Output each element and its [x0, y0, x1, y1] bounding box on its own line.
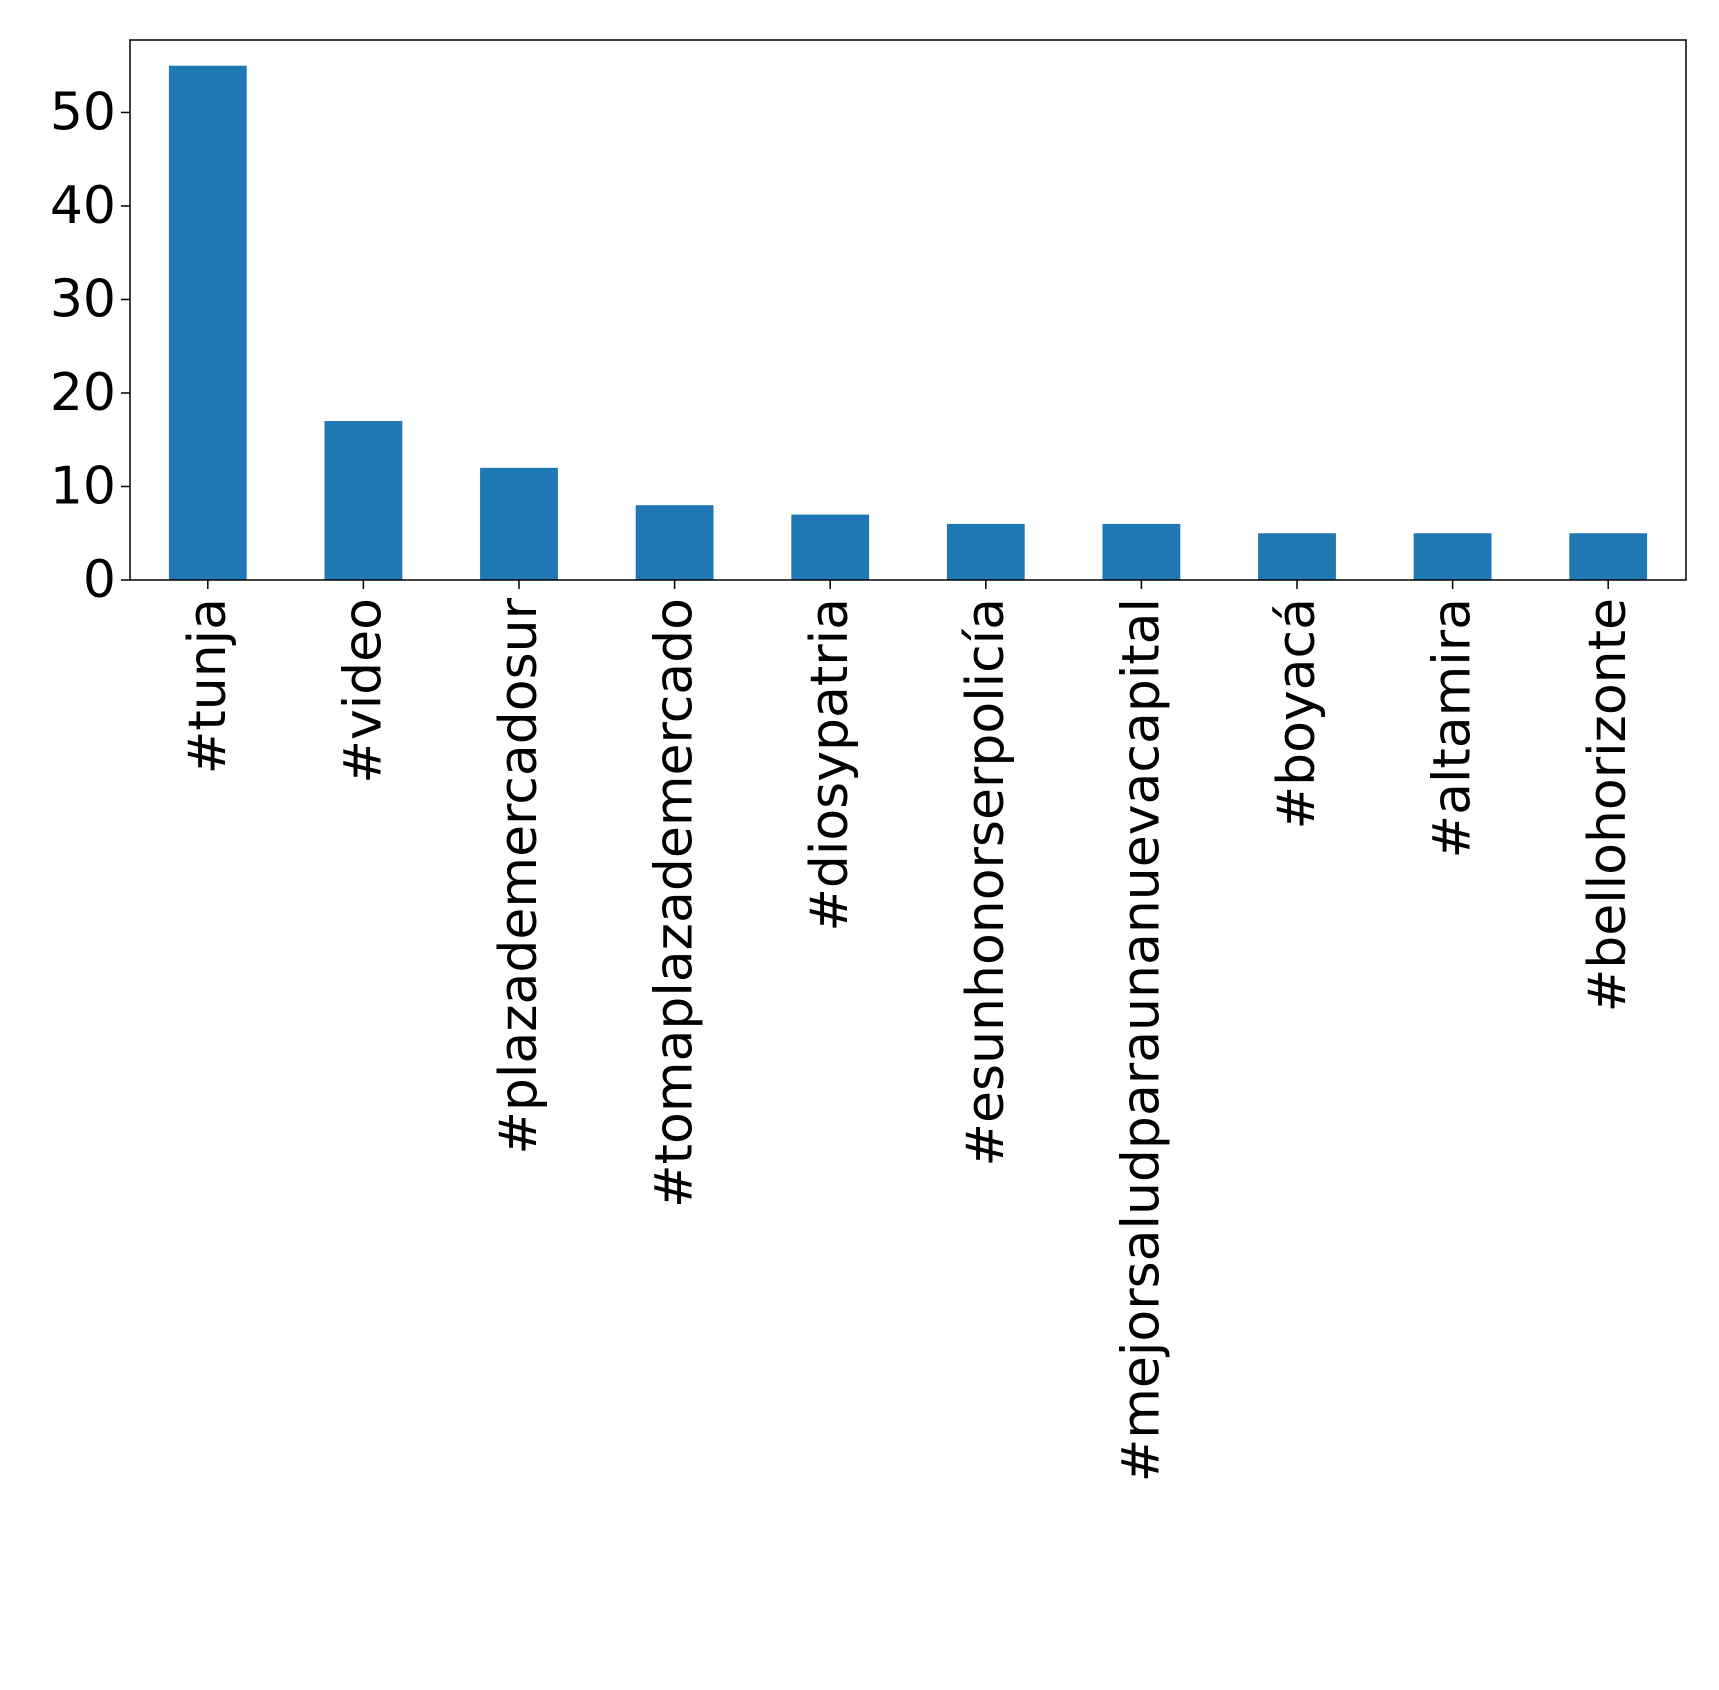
x-axis: #tunja #video #plazademercadosur #tomaplaza…: [178, 580, 1638, 1482]
bar-esunhonorserpolicía: [946, 523, 1025, 580]
bars-layer: [168, 65, 1648, 580]
bar-tomaplazademercado: [635, 505, 714, 580]
y-tick-label: 10: [50, 456, 116, 516]
x-tick-label: #diosypatria: [800, 598, 860, 932]
x-tick-label: #altamira: [1423, 598, 1483, 858]
bar-bellohorizonte: [1569, 533, 1648, 580]
x-tick-label: #boyacá: [1267, 598, 1327, 830]
bar-altamira: [1413, 533, 1492, 580]
x-tick-label: #video: [333, 598, 393, 784]
bar-plazademercadosur: [480, 467, 558, 580]
y-axis: 0 10 20 30 40 50: [50, 82, 130, 610]
bar-boyacá: [1258, 533, 1336, 580]
bar-tunja: [168, 65, 247, 580]
bar-diosypatria: [791, 514, 870, 580]
x-tick-label: #mejorsaludparaunanuevacapital: [1111, 598, 1171, 1482]
x-tick-label: #esunhonorserpolicía: [956, 598, 1016, 1167]
y-tick-label: 50: [50, 82, 116, 142]
x-tick-label: #plazademercadosur: [489, 597, 549, 1154]
bar-video: [324, 421, 403, 580]
plot-frame: [129, 39, 1687, 581]
y-tick-label: 30: [50, 269, 116, 329]
bar-mejorsaludparaunanuevacapital: [1102, 523, 1181, 580]
x-tick-label: #tunja: [178, 598, 238, 774]
y-tick-label: 0: [83, 550, 116, 610]
y-tick-label: 40: [50, 176, 116, 236]
x-tick-label: #bellohorizonte: [1578, 598, 1638, 1012]
y-tick-label: 20: [50, 363, 116, 423]
x-tick-label: #tomaplazademercado: [645, 598, 705, 1208]
